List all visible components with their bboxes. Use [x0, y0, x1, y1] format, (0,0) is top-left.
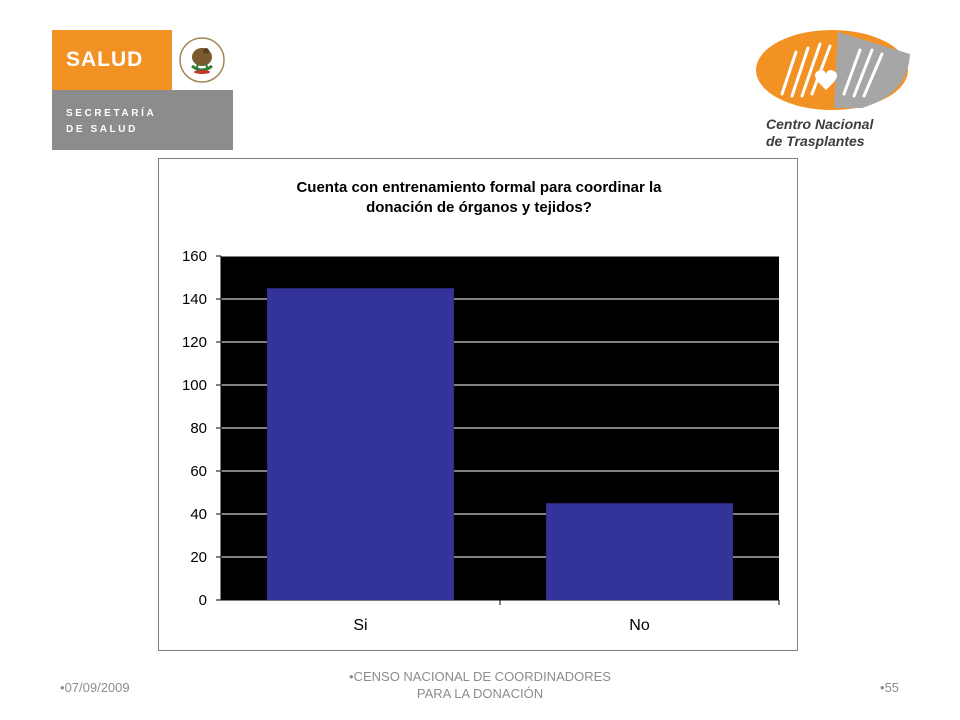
cnt-logo: Centro Nacional de Trasplantes [752, 24, 914, 154]
chart-title-line2: donación de órganos y tejidos? [366, 199, 592, 216]
y-tick-label: 60 [190, 463, 207, 480]
footer-date: •07/09/2009 [60, 680, 130, 695]
footer-page-number: •55 [880, 680, 900, 695]
footer-date-text: 07/09/2009 [64, 680, 130, 695]
y-tick-label: 140 [182, 291, 207, 308]
footer-title-line1: CENSO NACIONAL DE COORDINADORES [353, 669, 611, 684]
y-tick-label: 80 [190, 420, 207, 437]
bar-si [267, 288, 454, 600]
footer-title-line2: PARA LA DONACIÓN [416, 686, 544, 701]
chart-area: Cuenta con entrenamiento formal para coo… [158, 158, 798, 651]
x-tick-label: Si [353, 617, 367, 634]
hands-heart-icon [756, 30, 910, 110]
y-tick-label: 100 [182, 377, 207, 394]
salud-subtitle-line2: DE SALUD [66, 124, 138, 135]
y-tick-label: 160 [182, 248, 207, 265]
cnt-name-line1: Centro Nacional [766, 116, 874, 132]
mexican-coat-of-arms-icon [172, 30, 233, 90]
bar-no [546, 503, 733, 600]
footer-title: •CENSO NACIONAL DE COORDINADORES PARA LA… [349, 669, 611, 701]
salud-word: SALUD [66, 48, 144, 71]
y-tick-label: 20 [190, 549, 207, 566]
footer-page-text: 55 [884, 680, 900, 695]
salud-subtitle-line1: SECRETARÍA [66, 108, 157, 119]
salud-logo: SALUD SECRETARÍA DE SALUD [52, 30, 233, 150]
chart-title-line1: Cuenta con entrenamiento formal para coo… [296, 179, 662, 196]
cnt-name-line2: de Trasplantes [766, 133, 865, 149]
x-tick-label: No [629, 617, 650, 634]
y-tick-label: 0 [199, 592, 207, 609]
salud-orange-block: SALUD [52, 30, 172, 90]
bar-chart: 0 20 40 60 80 100 120 140 160 Si No [182, 248, 780, 634]
y-tick-label: 40 [190, 506, 207, 523]
y-tick-label: 120 [182, 334, 207, 351]
